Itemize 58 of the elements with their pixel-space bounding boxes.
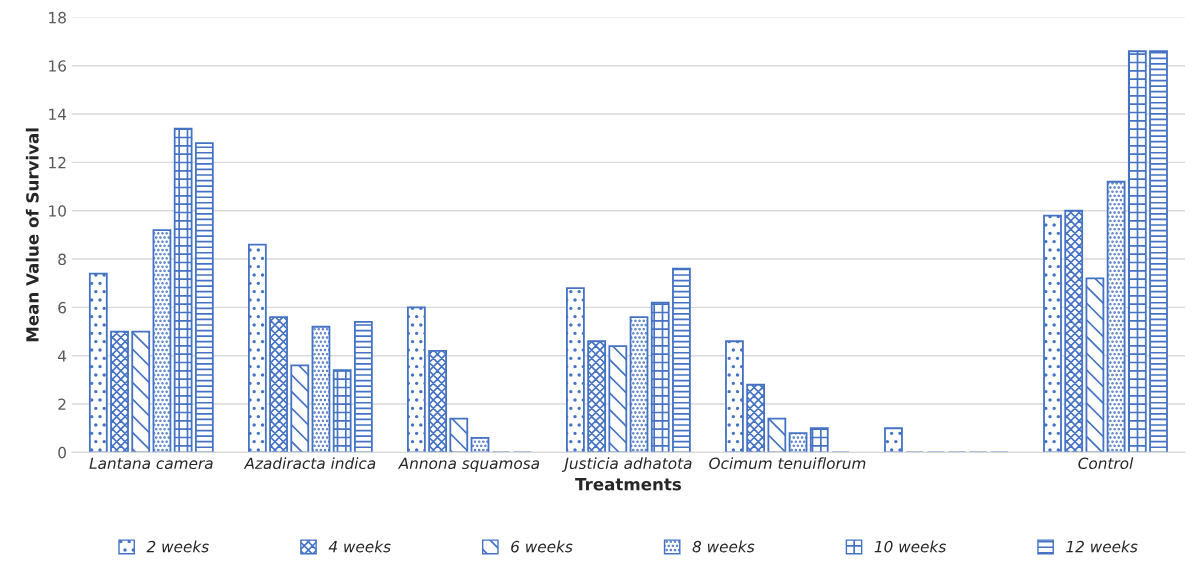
y-tick-label: 4 <box>57 350 67 362</box>
y-tick-label: 6 <box>58 301 66 314</box>
bar <box>194 142 214 453</box>
bar <box>152 229 172 453</box>
bar <box>746 383 766 453</box>
bar <box>1106 180 1126 453</box>
bar <box>110 330 129 453</box>
x-tick-label: Annona squamosa <box>397 457 540 473</box>
y-tick-label: 18 <box>49 11 66 24</box>
y-tick-label: 14 <box>49 108 67 120</box>
legend-label: 10 weeks <box>874 540 946 553</box>
bar <box>672 267 691 453</box>
bar <box>470 436 490 453</box>
bar <box>587 340 607 453</box>
legend-label: 2 weeks <box>146 540 209 553</box>
bar <box>1043 214 1062 453</box>
y-tick-label: 0 <box>58 446 66 459</box>
bar <box>767 417 787 453</box>
bar <box>428 349 447 453</box>
bar <box>566 287 585 453</box>
bar <box>1149 50 1168 453</box>
legend-label: 6 weeks <box>511 540 573 553</box>
legend-label: 8 weeks <box>692 540 755 553</box>
bar <box>406 306 426 453</box>
bar <box>247 243 267 453</box>
bar <box>173 127 193 453</box>
bar <box>809 427 829 453</box>
legend-label: 12 weeks <box>1066 540 1138 553</box>
bar <box>1127 50 1147 453</box>
x-tick-label: Azadiracta indica <box>243 457 376 470</box>
bar <box>353 320 373 453</box>
y-tick-label: 2 <box>58 398 66 410</box>
bar <box>1064 209 1084 453</box>
bar <box>131 330 151 453</box>
bar <box>629 316 649 453</box>
x-tick-label: Ocimum tenuiflorum <box>709 457 866 470</box>
bar <box>88 272 108 453</box>
y-tick-label: 12 <box>49 156 66 169</box>
bar <box>332 369 352 453</box>
legend-label: 4 weeks <box>328 540 391 553</box>
bar <box>1085 277 1105 453</box>
bar <box>788 432 808 453</box>
y-tick-label: 8 <box>58 253 66 266</box>
bar <box>269 316 288 453</box>
bar <box>884 427 903 453</box>
bar <box>650 301 670 453</box>
bar <box>311 325 331 453</box>
x-tick-label: Control <box>1078 457 1134 470</box>
bar <box>725 340 744 453</box>
y-tick-label: 10 <box>49 205 66 217</box>
y-axis-title: Mean Value of Survival <box>25 128 39 342</box>
bar <box>608 345 628 453</box>
bar <box>449 417 469 453</box>
y-tick-label: 16 <box>49 60 66 72</box>
bar <box>290 364 310 453</box>
x-tick-label: Lantana camera <box>89 457 213 470</box>
x-tick-label: Justicia adhatota <box>561 457 692 472</box>
x-axis-title: Treatments <box>575 478 681 491</box>
